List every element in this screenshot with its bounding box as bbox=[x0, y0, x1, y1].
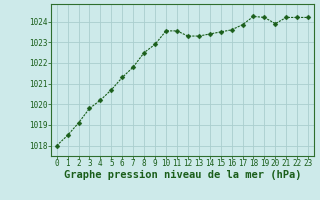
X-axis label: Graphe pression niveau de la mer (hPa): Graphe pression niveau de la mer (hPa) bbox=[64, 170, 301, 180]
